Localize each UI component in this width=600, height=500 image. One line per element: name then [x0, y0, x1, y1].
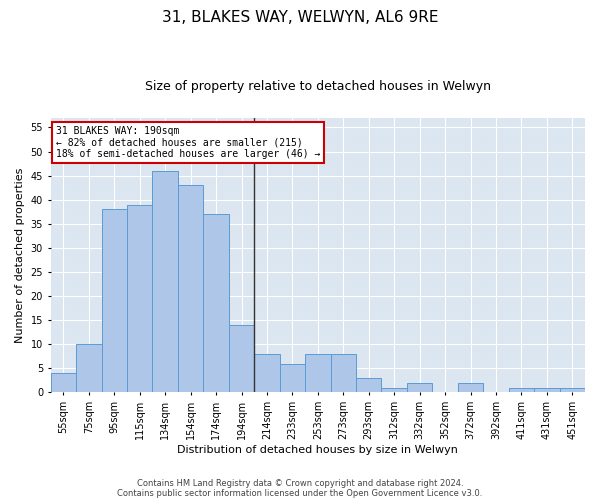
- Bar: [305, 354, 331, 393]
- Bar: [178, 185, 203, 392]
- Text: Contains HM Land Registry data © Crown copyright and database right 2024.: Contains HM Land Registry data © Crown c…: [137, 478, 463, 488]
- Text: Contains public sector information licensed under the Open Government Licence v3: Contains public sector information licen…: [118, 488, 482, 498]
- Bar: [280, 364, 305, 392]
- Bar: [356, 378, 382, 392]
- Bar: [101, 210, 127, 392]
- Bar: [560, 388, 585, 392]
- Bar: [50, 373, 76, 392]
- Text: 31, BLAKES WAY, WELWYN, AL6 9RE: 31, BLAKES WAY, WELWYN, AL6 9RE: [162, 10, 438, 25]
- Title: Size of property relative to detached houses in Welwyn: Size of property relative to detached ho…: [145, 80, 491, 93]
- Bar: [382, 388, 407, 392]
- Text: 31 BLAKES WAY: 190sqm
← 82% of detached houses are smaller (215)
18% of semi-det: 31 BLAKES WAY: 190sqm ← 82% of detached …: [56, 126, 320, 159]
- Bar: [458, 383, 483, 392]
- Bar: [509, 388, 534, 392]
- Bar: [407, 383, 433, 392]
- Bar: [152, 171, 178, 392]
- Bar: [229, 325, 254, 392]
- Y-axis label: Number of detached properties: Number of detached properties: [15, 168, 25, 343]
- Bar: [203, 214, 229, 392]
- Bar: [127, 204, 152, 392]
- Bar: [254, 354, 280, 393]
- X-axis label: Distribution of detached houses by size in Welwyn: Distribution of detached houses by size …: [178, 445, 458, 455]
- Bar: [331, 354, 356, 393]
- Bar: [76, 344, 101, 393]
- Bar: [534, 388, 560, 392]
